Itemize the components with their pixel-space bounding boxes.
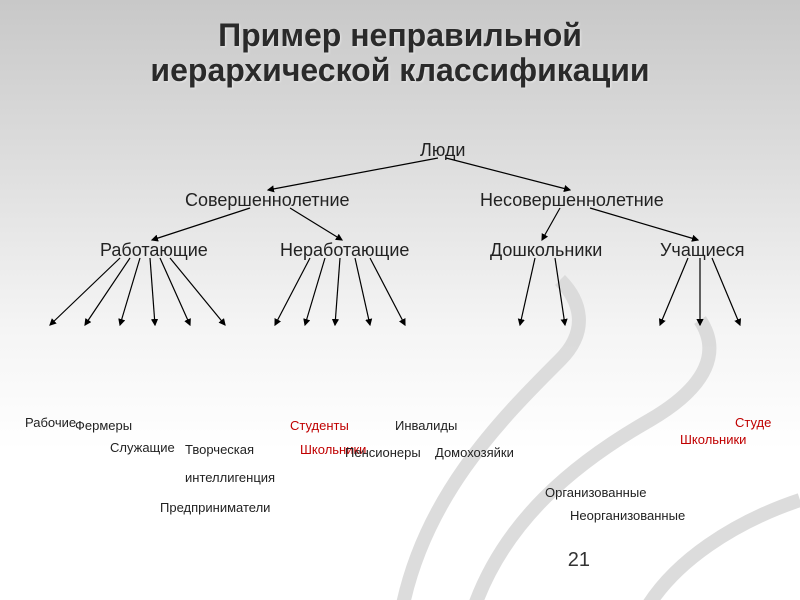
- tree-leaf: Студе: [735, 415, 771, 430]
- tree-edge: [446, 158, 570, 190]
- tree-node-working: Работающие: [100, 240, 208, 261]
- tree-node-presch: Дошкольники: [490, 240, 602, 261]
- tree-leaf: Пенсионеры: [345, 445, 421, 460]
- tree-edge: [152, 208, 250, 240]
- tree-edge: [712, 258, 740, 325]
- road-curve: [400, 280, 579, 600]
- tree-leaf: Рабочие: [25, 415, 76, 430]
- tree-node-root: Люди: [420, 140, 465, 161]
- tree-edge: [542, 208, 560, 240]
- title-line-1: Пример неправильной: [218, 17, 582, 53]
- tree-edge: [660, 258, 688, 325]
- tree-edge: [160, 258, 190, 325]
- page-number: 21: [568, 549, 590, 572]
- tree-edge: [370, 258, 405, 325]
- tree-leaf: Школьники: [680, 432, 746, 447]
- tree-edge: [355, 258, 370, 325]
- tree-leaf: Служащие: [110, 440, 175, 455]
- tree-node-minors: Несовершеннолетние: [480, 190, 664, 211]
- tree-leaf: Фермеры: [75, 418, 132, 433]
- tree-edge: [85, 258, 130, 325]
- tree-leaf: Неорганизованные: [570, 508, 685, 523]
- tree-edge: [590, 208, 698, 240]
- tree-edge: [290, 208, 342, 240]
- tree-edge: [170, 258, 225, 325]
- tree-leaf: Творческая: [185, 442, 254, 457]
- tree-edge: [150, 258, 155, 325]
- tree-leaf: интеллигенция: [185, 470, 275, 485]
- slide-title: Пример неправильной иерархической класси…: [0, 0, 800, 88]
- tree-edge: [555, 258, 565, 325]
- tree-leaf: Предприниматели: [160, 500, 270, 515]
- tree-edge: [305, 258, 325, 325]
- title-line-2: иерархической классификации: [150, 52, 649, 88]
- tree-edge: [520, 258, 535, 325]
- tree-edge: [120, 258, 140, 325]
- tree-leaf: Домохозяйки: [435, 445, 514, 460]
- tree-leaf: Организованные: [545, 485, 646, 500]
- tree-edge: [268, 158, 438, 190]
- tree-node-pupils: Учащиеся: [660, 240, 744, 261]
- tree-node-adults: Совершеннолетние: [185, 190, 350, 211]
- tree-node-notwork: Неработающие: [280, 240, 409, 261]
- tree-edge: [275, 258, 310, 325]
- tree-leaf: Инвалиды: [395, 418, 457, 433]
- tree-leaf: Студенты: [290, 418, 349, 433]
- tree-edge: [50, 258, 120, 325]
- tree-edge: [335, 258, 340, 325]
